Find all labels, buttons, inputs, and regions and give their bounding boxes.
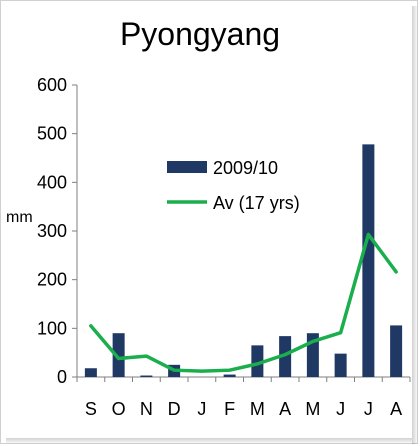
line-point bbox=[228, 368, 232, 372]
legend-swatch-2009-10 bbox=[167, 161, 207, 173]
line-point bbox=[366, 232, 370, 236]
line-average-17yrs bbox=[89, 232, 398, 373]
line-point bbox=[200, 369, 204, 373]
bar-2009-10 bbox=[140, 375, 153, 377]
y-axis-label: mm bbox=[6, 209, 33, 226]
x-tick-label: M bbox=[305, 399, 320, 419]
y-tick-label: 0 bbox=[57, 367, 67, 387]
bar-2009-10 bbox=[223, 374, 236, 377]
y-tick-label: 400 bbox=[37, 172, 67, 192]
line-point bbox=[89, 324, 93, 328]
bar-2009-10 bbox=[390, 325, 403, 377]
line-point bbox=[144, 354, 148, 358]
line-point bbox=[172, 368, 176, 372]
y-tick-label: 300 bbox=[37, 221, 67, 241]
y-tick-label: 200 bbox=[37, 270, 67, 290]
x-tick-label: J bbox=[364, 399, 373, 419]
y-tick-label: 500 bbox=[37, 124, 67, 144]
frame-shadow-right bbox=[412, 6, 418, 444]
bar-2009-10 bbox=[84, 368, 97, 377]
x-tick-label: J bbox=[197, 399, 206, 419]
line-point bbox=[339, 331, 343, 335]
y-tick-label: 600 bbox=[37, 75, 67, 95]
x-tick-label: A bbox=[390, 399, 402, 419]
x-tick-label: N bbox=[140, 399, 153, 419]
line-point bbox=[311, 339, 315, 343]
legend-label-2009-10: 2009/10 bbox=[213, 158, 278, 178]
y-tick-label: 100 bbox=[37, 318, 67, 338]
bar-2009-10 bbox=[362, 144, 375, 377]
line-point bbox=[394, 270, 398, 274]
bar-2009-10 bbox=[251, 345, 264, 377]
line-point bbox=[255, 362, 259, 366]
x-tick-label: O bbox=[112, 399, 126, 419]
x-tick-label: J bbox=[336, 399, 345, 419]
bar-2009-10 bbox=[112, 333, 125, 377]
x-tick-label: D bbox=[168, 399, 181, 419]
x-tick-label: S bbox=[85, 399, 97, 419]
bar-2009-10 bbox=[279, 336, 292, 377]
x-tick-label: M bbox=[250, 399, 265, 419]
line-point bbox=[283, 353, 287, 357]
x-tick-label: F bbox=[224, 399, 235, 419]
legend-label-average: Av (17 yrs) bbox=[213, 193, 300, 213]
chart-title: Pyongyang bbox=[119, 16, 281, 52]
line-point bbox=[117, 357, 121, 361]
bar-2009-10 bbox=[334, 353, 347, 377]
x-tick-label: A bbox=[279, 399, 291, 419]
frame-shadow-bottom bbox=[6, 438, 412, 444]
